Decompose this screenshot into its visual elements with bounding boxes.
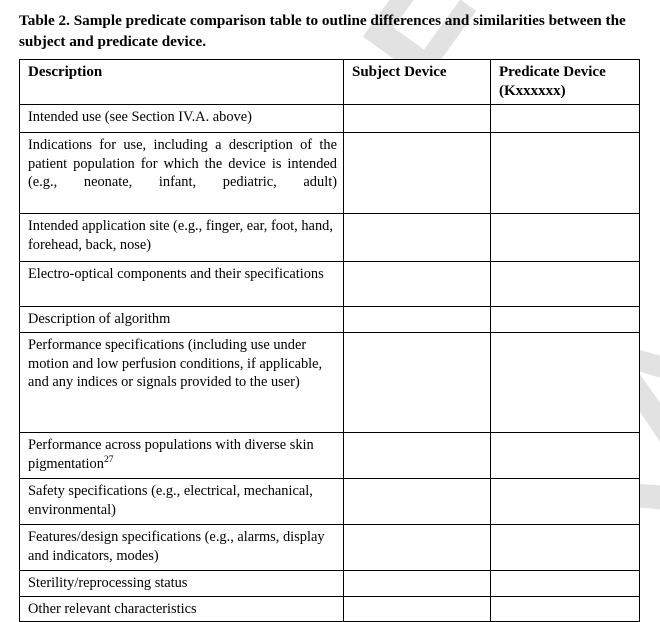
cell-predicate-device[interactable] xyxy=(490,477,640,525)
table-row: Description of algorithm xyxy=(19,306,640,333)
cell-predicate-device[interactable] xyxy=(490,131,640,215)
table-row: Other relevant characteristics xyxy=(19,595,640,622)
cell-predicate-device[interactable] xyxy=(490,213,640,263)
cell-subject-device[interactable] xyxy=(343,569,491,597)
table-header-row: Description Subject Device Predicate Dev… xyxy=(19,59,640,105)
cell-subject-device[interactable] xyxy=(343,261,491,308)
cell-description: Indications for use, including a descrip… xyxy=(19,131,344,215)
cell-predicate-device[interactable] xyxy=(490,523,640,571)
table-row: Features/design specifications (e.g., al… xyxy=(19,523,640,571)
table-row: Performance specifications (including us… xyxy=(19,331,640,433)
cell-subject-device[interactable] xyxy=(343,477,491,525)
cell-description: Description of algorithm xyxy=(19,306,344,333)
cell-predicate-device[interactable] xyxy=(490,261,640,308)
footnote-marker: 27 xyxy=(103,453,114,465)
table-caption: Table 2. Sample predicate comparison tab… xyxy=(19,12,626,50)
cell-subject-device[interactable] xyxy=(343,523,491,571)
cell-description: Safety specifications (e.g., electrical,… xyxy=(19,477,344,525)
column-header-predicate-device: Predicate Device (Kxxxxxx) xyxy=(490,59,640,105)
cell-subject-device[interactable] xyxy=(343,595,491,622)
cell-subject-device[interactable] xyxy=(343,306,491,333)
cell-subject-device[interactable] xyxy=(343,213,491,263)
cell-subject-device[interactable] xyxy=(343,331,491,433)
table-row: Indications for use, including a descrip… xyxy=(19,131,640,215)
cell-predicate-device[interactable] xyxy=(490,331,640,433)
table-row: Electro-optical components and their spe… xyxy=(19,261,640,308)
column-header-predicate-device-number: (Kxxxxxx) xyxy=(499,82,566,99)
cell-predicate-device[interactable] xyxy=(490,595,640,622)
cell-description: Sterility/reprocessing status xyxy=(19,569,344,597)
cell-predicate-device[interactable] xyxy=(490,306,640,333)
cell-description: Performance across populations with dive… xyxy=(19,431,344,479)
column-header-predicate-device-name: Predicate Device xyxy=(499,64,606,80)
table-header: Description Subject Device Predicate Dev… xyxy=(19,59,640,105)
cell-description: Intended application site (e.g., finger,… xyxy=(19,213,344,263)
cell-description: Performance specifications (including us… xyxy=(19,331,344,433)
cell-predicate-device[interactable] xyxy=(490,569,640,597)
table-row: Performance across populations with dive… xyxy=(19,431,640,479)
column-header-description: Description xyxy=(19,59,344,105)
cell-subject-device[interactable] xyxy=(343,104,491,133)
cell-description: Electro-optical components and their spe… xyxy=(19,261,344,308)
predicate-comparison-table: Description Subject Device Predicate Dev… xyxy=(19,59,640,622)
cell-description: Features/design specifications (e.g., al… xyxy=(19,523,344,571)
column-header-subject-device: Subject Device xyxy=(343,59,491,105)
table-row: Intended application site (e.g., finger,… xyxy=(19,213,640,263)
cell-predicate-device[interactable] xyxy=(490,431,640,479)
table-row: Intended use (see Section IV.A. above) xyxy=(19,104,640,133)
cell-description: Other relevant characteristics xyxy=(19,595,344,622)
cell-description: Intended use (see Section IV.A. above) xyxy=(19,104,344,133)
table-row: Sterility/reprocessing status xyxy=(19,569,640,597)
table-body: Intended use (see Section IV.A. above) In… xyxy=(19,104,640,622)
cell-subject-device[interactable] xyxy=(343,431,491,479)
cell-subject-device[interactable] xyxy=(343,131,491,215)
cell-predicate-device[interactable] xyxy=(490,104,640,133)
table-row: Safety specifications (e.g., electrical,… xyxy=(19,477,640,525)
